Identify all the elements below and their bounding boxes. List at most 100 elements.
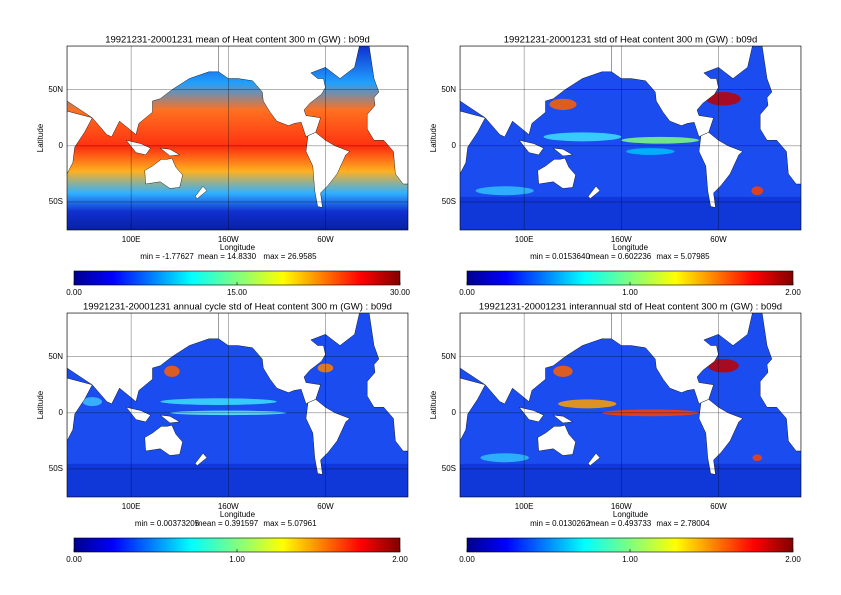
anomaly — [549, 98, 577, 110]
stat-label: max = 2.78004 — [656, 519, 710, 528]
stat-label: min = 0.00373205 — [135, 519, 200, 528]
land — [552, 147, 574, 157]
colorbar-tick-label: 2.00 — [392, 555, 408, 564]
land — [552, 414, 574, 424]
land — [144, 424, 183, 456]
y-axis-label: Latitude — [36, 390, 45, 419]
x-tick-label: 60W — [710, 235, 727, 244]
anomaly — [621, 136, 699, 144]
land — [67, 313, 224, 405]
colorbar-tick-label: 0.00 — [66, 288, 82, 297]
land — [67, 46, 224, 138]
ocean-field-polar — [460, 463, 801, 497]
anomaly — [82, 397, 102, 407]
stat-label: min = -1.77627 — [140, 252, 194, 261]
x-tick-label: 160W — [611, 235, 632, 244]
map-panel: 19921231-20001231 interannual std of Hea… — [429, 302, 801, 565]
anomaly — [475, 186, 534, 196]
land — [537, 157, 576, 189]
y-tick-label: 50N — [48, 352, 63, 361]
map-frame — [459, 312, 802, 498]
map — [460, 46, 801, 230]
y-tick-label: 50S — [49, 197, 63, 206]
stat-label: max = 26.9585 — [263, 252, 317, 261]
land — [611, 46, 753, 138]
colorbar-tick-label: 1.00 — [622, 288, 638, 297]
colorbar-tick-label: 2.00 — [785, 288, 801, 297]
y-tick-label: 0 — [452, 408, 457, 417]
anomaly — [553, 365, 573, 377]
stat-label: mean = 0.391597 — [196, 519, 259, 528]
land — [305, 399, 351, 475]
colorbar-tick-label: 2.00 — [785, 555, 801, 564]
land — [194, 452, 208, 466]
x-axis-label: Longitude — [220, 510, 256, 519]
land — [305, 132, 351, 208]
anomaly — [164, 365, 180, 377]
stat-label: mean = 14.8330 — [198, 252, 257, 261]
x-axis-label: Longitude — [613, 510, 649, 519]
land — [218, 46, 360, 138]
colorbar-tick-label: 0.00 — [66, 555, 82, 564]
land — [518, 406, 544, 423]
anomaly — [480, 453, 529, 463]
land — [159, 147, 181, 157]
anomaly — [558, 399, 617, 409]
anomaly — [626, 148, 675, 155]
y-tick-label: 50S — [49, 464, 63, 473]
map-panel: 19921231-20001231 std of Heat content 30… — [429, 35, 801, 298]
x-axis-label: Longitude — [613, 243, 649, 252]
ocean-field-polar — [67, 463, 408, 497]
colorbar-tick-label: 30.00 — [390, 288, 411, 297]
land — [366, 46, 408, 185]
y-tick-label: 0 — [59, 408, 64, 417]
x-tick-label: 160W — [218, 235, 239, 244]
map-frame — [459, 45, 802, 231]
y-axis-label: Latitude — [429, 123, 438, 152]
map-panel: 19921231-20001231 mean of Heat content 3… — [36, 35, 410, 298]
land — [518, 139, 544, 156]
land — [759, 46, 801, 185]
stat-label: max = 5.07961 — [263, 519, 317, 528]
land — [698, 399, 744, 475]
land — [125, 406, 151, 423]
y-tick-label: 50N — [441, 352, 456, 361]
anomaly — [707, 359, 739, 373]
x-tick-label: 60W — [710, 502, 727, 511]
stat-label: mean = 0.602236 — [589, 252, 652, 261]
ocean-field-polar — [460, 196, 801, 230]
y-tick-label: 50N — [441, 85, 456, 94]
land — [611, 313, 753, 405]
colorbar-tick-label: 0.00 — [459, 288, 475, 297]
anomaly — [705, 92, 741, 106]
land — [759, 313, 801, 452]
x-tick-label: 160W — [218, 502, 239, 511]
land — [159, 414, 181, 424]
y-tick-label: 50N — [48, 85, 63, 94]
x-axis-label: Longitude — [220, 243, 256, 252]
x-tick-label: 60W — [317, 235, 334, 244]
x-tick-label: 100E — [515, 235, 534, 244]
land — [537, 424, 576, 456]
land — [460, 313, 617, 405]
map-panel: 19921231-20001231 annual cycle std of He… — [36, 302, 408, 565]
panel-title: 19921231-20001231 std of Heat content 30… — [504, 35, 758, 46]
land — [194, 185, 208, 199]
map — [460, 313, 801, 497]
land — [460, 46, 617, 138]
land — [587, 185, 601, 199]
x-tick-label: 100E — [122, 502, 141, 511]
y-tick-label: 50S — [442, 464, 456, 473]
y-tick-label: 0 — [59, 141, 64, 150]
colorbar-tick-label: 15.00 — [227, 288, 248, 297]
panel-title: 19921231-20001231 interannual std of Hea… — [479, 302, 782, 313]
colorbar-tick-label: 1.00 — [229, 555, 245, 564]
anomaly — [751, 186, 764, 196]
y-tick-label: 0 — [452, 141, 457, 150]
colorbar-tick-label: 1.00 — [622, 555, 638, 564]
stat-label: max = 5.07985 — [656, 252, 710, 261]
anomaly — [160, 398, 277, 405]
panel-title: 19921231-20001231 annual cycle std of He… — [83, 302, 392, 313]
stat-label: min = 0.0153640 — [530, 252, 590, 261]
